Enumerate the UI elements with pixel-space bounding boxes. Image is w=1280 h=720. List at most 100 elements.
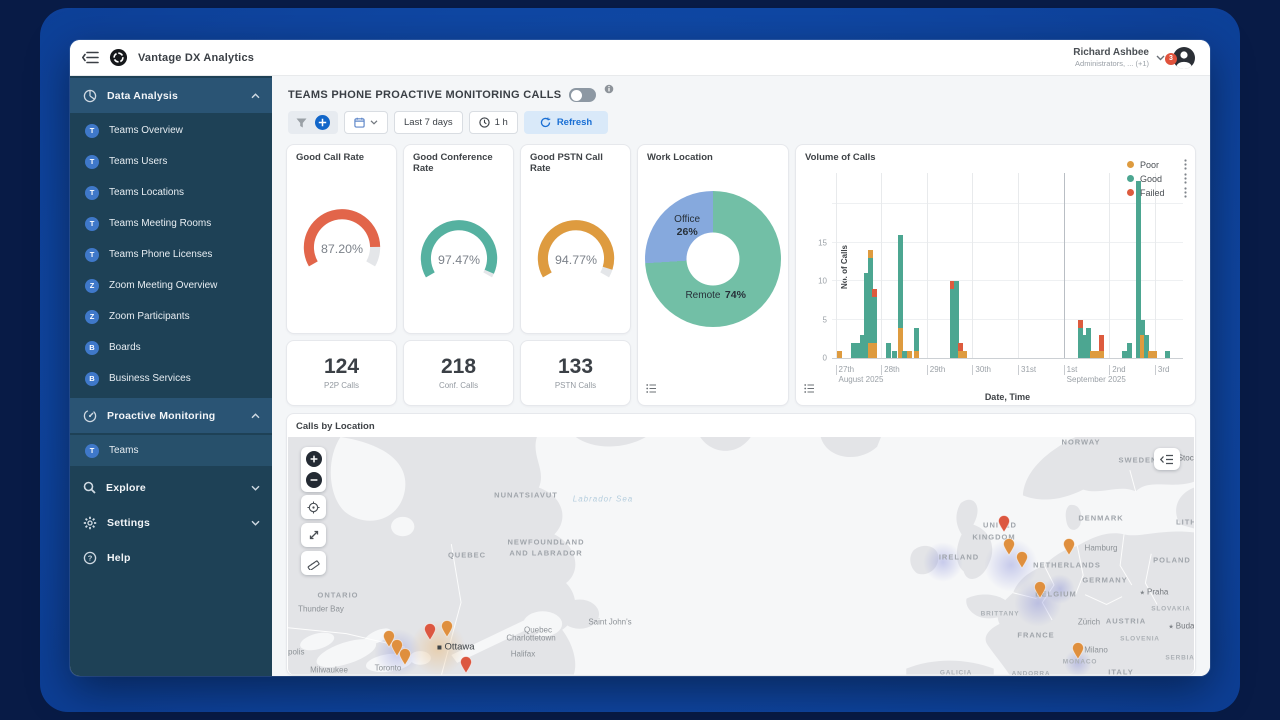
kebab-menu-icon[interactable] (1184, 159, 1187, 170)
main-content: TEAMS PHONE PROACTIVE MONITORING CALLS (272, 76, 1210, 676)
kebab-menu-icon[interactable] (1184, 187, 1187, 198)
stat-value: 133 (558, 356, 593, 377)
add-filter-button[interactable] (315, 115, 330, 130)
bar-segment-failed (872, 289, 877, 297)
sidebar-item-label: Teams Meeting Rooms (109, 218, 211, 229)
stacked-bar (1122, 351, 1127, 359)
y-tick-label: 5 (823, 315, 827, 324)
map-canvas[interactable]: NUNATSIAVUTNEWFOUNDLANDAND LABRADORQUEBE… (288, 437, 1194, 675)
donut-label-office: Office 26% (657, 214, 717, 238)
bar-segment-poor (868, 250, 873, 258)
card-list-icon[interactable] (804, 381, 815, 399)
titlebar: Vantage DX Analytics Richard Ashbee Admi… (70, 40, 1210, 76)
legend-item-poor[interactable]: Poor (1127, 159, 1187, 170)
map-pin-red-icon (997, 515, 1011, 533)
sidebar-item-label: Teams Users (109, 156, 167, 167)
bar-segment-good (892, 351, 897, 359)
map-locate-button[interactable] (301, 495, 326, 519)
calendar-picker[interactable] (344, 111, 388, 134)
map-pin-orange-icon (1033, 581, 1047, 599)
info-icon[interactable] (604, 84, 614, 94)
notification-badge: 3 (1165, 53, 1177, 65)
stat-card-p2p-calls: 124 P2P Calls (286, 340, 397, 406)
map-pin-orange-icon (1002, 538, 1016, 556)
badge-t-icon: T (85, 217, 99, 231)
stacked-bar (1099, 335, 1104, 358)
legend-item-good[interactable]: Good (1127, 173, 1187, 184)
sidebar-item-zoom-participants[interactable]: ZZoom Participants (70, 301, 272, 332)
gauge-good-call-rate: 87.20% (296, 205, 388, 269)
map-pin-red-icon (423, 623, 437, 641)
sidebar-item-teams[interactable]: T Teams (70, 435, 272, 466)
map-legend-toggle-button[interactable] (1154, 448, 1180, 470)
bar-segment-poor (1152, 351, 1157, 359)
user-menu-chevron-icon[interactable] (1156, 55, 1165, 61)
badge-b-icon: B (85, 341, 99, 355)
bar-segment-poor (837, 351, 842, 359)
sidebar-item-teams-locations[interactable]: TTeams Locations (70, 177, 272, 208)
gauge-good-conference-rate: 97.47% (413, 216, 505, 280)
map-fullscreen-button[interactable] (301, 523, 326, 547)
sidebar-group-explore[interactable]: Explore (70, 470, 272, 505)
filter-toolbar: Last 7 days 1 h Refresh (288, 111, 1196, 134)
refresh-button[interactable]: Refresh (524, 111, 608, 134)
search-icon (83, 481, 96, 494)
card-title: Good Call Rate (287, 145, 396, 163)
legend-label: Failed (1140, 188, 1174, 198)
filter-pill (288, 111, 338, 134)
kebab-menu-icon[interactable] (1184, 173, 1187, 184)
sidebar-item-label: Teams (109, 445, 138, 456)
sidebar-item-teams-meeting-rooms[interactable]: T Teams Meeting Rooms (70, 208, 272, 239)
card-title: Good PSTN Call Rate (521, 145, 630, 174)
map-zoom-out-button[interactable] (306, 472, 322, 488)
stacked-bar (914, 328, 919, 359)
sidebar-item-teams-phone-licenses[interactable]: TTeams Phone Licenses (70, 239, 272, 270)
sidebar-item-teams-overview[interactable]: TTeams Overview (70, 115, 272, 146)
volume-of-calls-card: Volume of Calls PoorGoodFailed No. of Ca… (795, 144, 1196, 406)
chevron-down-icon (251, 485, 260, 491)
legend-item-failed[interactable]: Failed (1127, 187, 1187, 198)
stat-card-pstn-calls: 133 PSTN Calls (520, 340, 631, 406)
sidebar-group-settings[interactable]: Settings (70, 505, 272, 540)
x-tick-label: 3rd (1155, 365, 1170, 375)
interval-picker[interactable]: 1 h (469, 111, 518, 134)
card-title: Calls by Location (287, 414, 1195, 432)
date-range-picker[interactable]: Last 7 days (394, 111, 463, 134)
stat-value: 218 (441, 356, 476, 377)
refresh-label: Refresh (557, 117, 592, 128)
sidebar-collapse-icon[interactable] (82, 51, 99, 64)
stacked-bar (907, 351, 912, 359)
legend-dot-icon (1127, 189, 1134, 196)
gauge-card-good-pstn-call-rate: Good PSTN Call Rate 94.77% (520, 144, 631, 334)
badge-t-icon: T (85, 444, 99, 458)
sidebar-group-help[interactable]: ?Help (70, 540, 272, 575)
work-location-card: Work Location Office 26% Remote 74% (637, 144, 789, 406)
sidebar-item-business-services[interactable]: BBusiness Services (70, 363, 272, 394)
sidebar-item-label: Teams Phone Licenses (109, 249, 212, 260)
analytics-icon (83, 89, 97, 103)
bar-segment-good (898, 235, 903, 328)
sidebar-item-zoom-meeting-overview[interactable]: ZZoom Meeting Overview (70, 270, 272, 301)
sidebar-group-proactive-monitoring[interactable]: Proactive Monitoring (70, 398, 272, 433)
filter-icon[interactable] (296, 118, 307, 128)
sidebar-item-teams-users[interactable]: TTeams Users (70, 146, 272, 177)
chart-legend: Poor Good Failed (1127, 159, 1187, 201)
refresh-icon (540, 117, 551, 128)
bar-segment-good (914, 328, 919, 351)
stat-value: 124 (324, 356, 359, 377)
map-measure-button[interactable] (301, 551, 326, 575)
sidebar-group-label: Help (107, 552, 131, 564)
stacked-bar (1127, 343, 1132, 358)
sidebar-group-data-analysis[interactable]: Data Analysis (70, 78, 272, 113)
user-avatar[interactable]: 3 (1172, 46, 1196, 70)
sidebar-item-boards[interactable]: B Boards (70, 332, 272, 363)
stacked-bar (1152, 351, 1157, 359)
sidebar-item-label: Boards (109, 342, 141, 353)
bar-segment-good (1140, 320, 1145, 335)
stat-label: PSTN Calls (555, 381, 596, 390)
map-zoom-in-button[interactable] (306, 451, 322, 467)
sidebar-group-label: Proactive Monitoring (107, 410, 215, 422)
dashboard-toggle[interactable] (569, 88, 596, 102)
x-tick-label: 2nd (1109, 365, 1125, 375)
card-list-icon[interactable] (646, 381, 657, 399)
